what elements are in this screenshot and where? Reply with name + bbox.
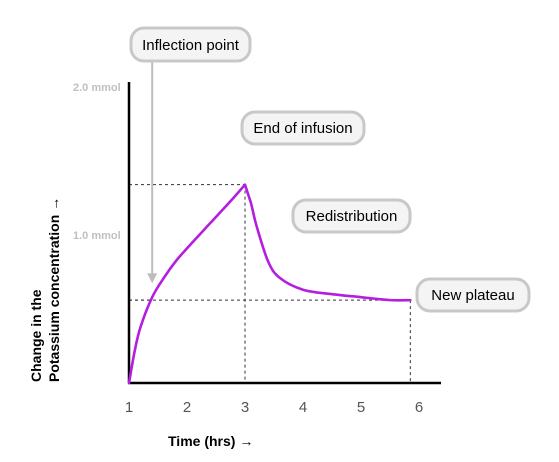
annotation-inflection-point: Inflection point — [129, 26, 252, 63]
series — [127, 183, 412, 385]
reference-lines — [129, 184, 411, 383]
y-axis-label-line-1: Change in the — [28, 289, 44, 382]
x-tick-labels: 1 2 3 4 5 6 — [125, 399, 423, 416]
axes — [127, 82, 441, 385]
annotation-redistribution-text: Redistribution — [306, 208, 398, 225]
y-tick-label-1: 1.0 mmol — [73, 230, 121, 242]
y-tick-labels: 2.0 mmol 1.0 mmol — [73, 82, 121, 242]
inflection-arrow-head — [147, 273, 158, 284]
annotation-redistribution: Redistribution — [291, 198, 412, 234]
series-line-0 — [127, 183, 412, 385]
annotation-end-of-infusion-text: End of infusion — [253, 120, 352, 137]
annotation-new-plateau: New plateau — [415, 277, 531, 313]
inflection-arrow — [147, 62, 158, 284]
annotation-inflection-point-text: Inflection point — [142, 37, 240, 54]
x-tick-label-2: 2 — [183, 399, 191, 416]
y-tick-label-0: 2.0 mmol — [73, 82, 121, 94]
x-tick-label-6: 6 — [415, 399, 423, 416]
x-tick-label-3: 3 — [241, 399, 249, 416]
annotation-end-of-infusion: End of infusion — [240, 110, 366, 146]
x-tick-label-5: 5 — [357, 399, 365, 416]
x-tick-label-4: 4 — [299, 399, 307, 416]
y-axis-label-line-2: Potassium concentration → — [46, 197, 62, 382]
annotation-new-plateau-text: New plateau — [431, 287, 514, 304]
x-axis-label: Time (hrs) → — [168, 433, 253, 449]
x-tick-label-1: 1 — [125, 399, 133, 416]
